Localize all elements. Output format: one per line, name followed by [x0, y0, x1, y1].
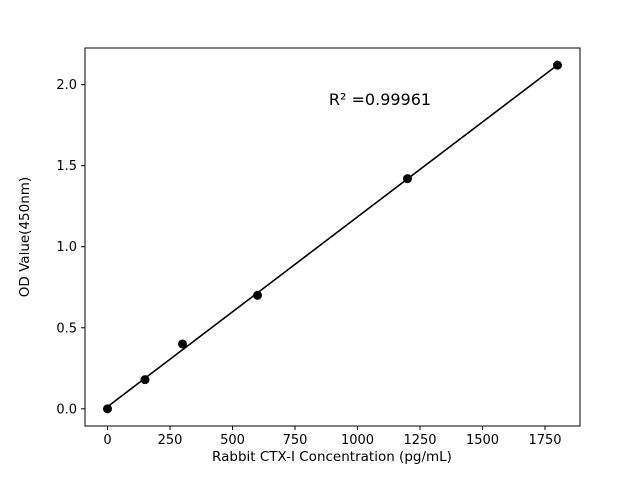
y-tick-label: 2.0	[56, 78, 77, 93]
data-point	[178, 339, 187, 349]
y-axis-label: OD Value(450nm)	[17, 177, 33, 297]
y-tick-label: 0.0	[56, 402, 77, 417]
x-tick-label: 750	[283, 433, 308, 448]
y-tick-label: 1.5	[56, 159, 77, 174]
x-tick-label: 0	[103, 433, 111, 448]
x-tick-label: 250	[158, 433, 183, 448]
data-point	[403, 174, 412, 184]
x-tick-label: 1750	[528, 433, 561, 448]
x-tick-label: 1000	[341, 433, 374, 448]
data-point	[140, 375, 150, 385]
data-point	[253, 290, 262, 300]
x-tick-label: 500	[220, 433, 245, 448]
y-tick-label: 0.5	[56, 321, 77, 336]
axes-frame	[84, 47, 581, 427]
y-tick-label: 1.0	[56, 240, 77, 255]
x-axis-label: Rabbit CTX-I Concentration (pg/mL)	[212, 449, 452, 465]
x-tick-label: 1250	[403, 433, 436, 448]
r-squared-annotation: R² =0.99961	[329, 90, 431, 109]
fit-line	[107, 64, 558, 408]
x-tick-label: 1500	[466, 433, 499, 448]
data-point	[553, 60, 562, 70]
data-point	[103, 404, 112, 414]
